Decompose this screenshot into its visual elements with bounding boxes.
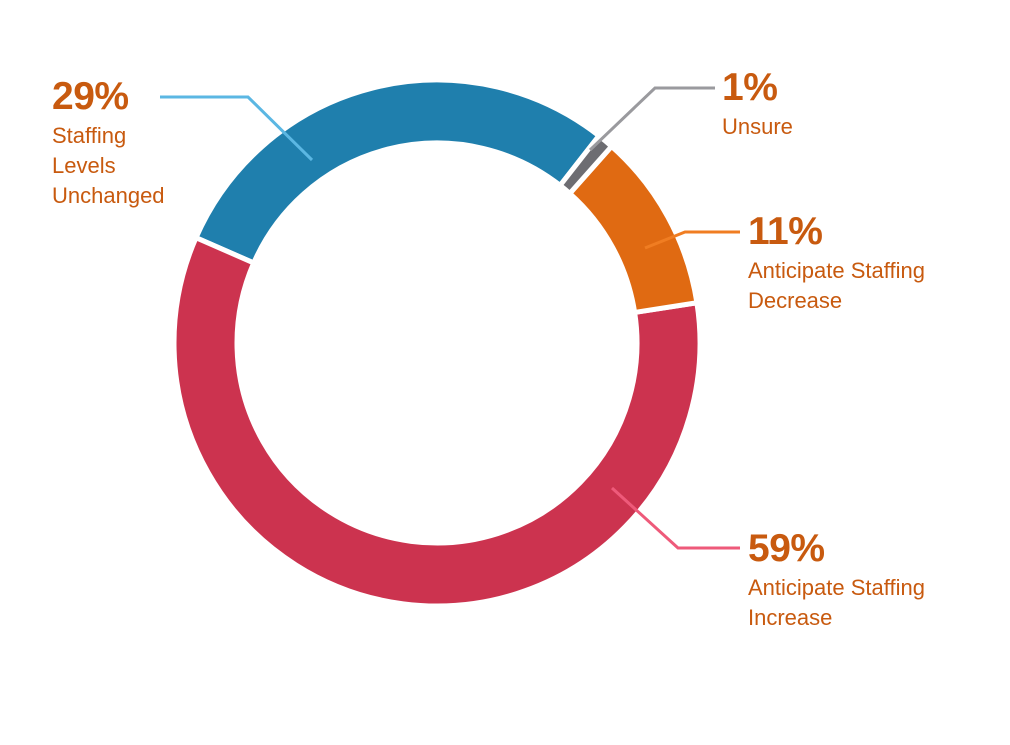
leader-lines	[160, 86, 740, 550]
category-label: Unsure	[722, 114, 793, 139]
leader-line	[588, 86, 715, 152]
value-label: 1%	[722, 66, 778, 109]
leader-line	[160, 95, 314, 162]
category-label: Staffing Levels Unchanged	[52, 123, 165, 208]
category-label: Anticipate Staffing Increase	[748, 575, 925, 630]
donut-segment	[192, 77, 603, 267]
value-label: 59%	[748, 527, 825, 570]
category-label: Anticipate Staffing Decrease	[748, 258, 925, 313]
value-label: 29%	[52, 75, 129, 118]
donut-segment	[566, 142, 700, 316]
donut-segment	[171, 234, 703, 609]
leader-line	[610, 486, 740, 550]
value-label: 11%	[748, 210, 823, 253]
leader-line	[644, 230, 740, 250]
